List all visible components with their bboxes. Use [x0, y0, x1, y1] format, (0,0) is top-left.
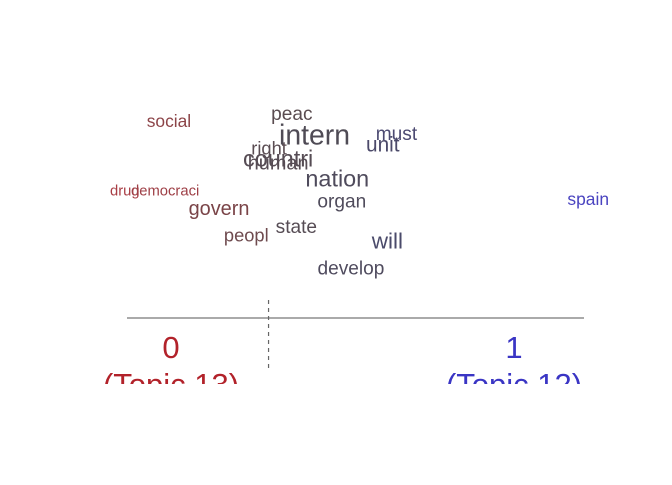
- axis-sublabel-0: (Topic 13): [103, 367, 239, 402]
- word-label-peopl: peopl: [224, 225, 269, 246]
- word-label-state: state: [276, 217, 317, 238]
- word-label-intern: intern: [279, 119, 350, 151]
- word-label-unit: unit: [366, 133, 400, 156]
- word-label-drug: drug: [110, 183, 140, 199]
- axis-label-1: 1: [505, 330, 522, 365]
- word-label-will: will: [371, 228, 403, 253]
- word-label-develop: develop: [318, 259, 385, 280]
- word-label-spain: spain: [567, 189, 609, 209]
- word-label-organ: organ: [317, 191, 366, 212]
- word-label-human: human: [248, 152, 309, 174]
- word-label-right: right: [251, 137, 287, 158]
- axis-end-labels: 0(Topic 13) 1(Topic 12): [103, 330, 582, 402]
- word-label-democraci: democraci: [131, 183, 199, 199]
- word-label-social: social: [147, 111, 191, 131]
- word-label-peac: peac: [271, 104, 313, 125]
- axis-sublabel-1: (Topic 12): [446, 367, 582, 402]
- word-label-must: must: [376, 124, 418, 145]
- word-label-govern: govern: [189, 198, 250, 220]
- axis-label-0: 0: [162, 330, 179, 365]
- word-label-countri: countri: [243, 146, 313, 172]
- word-label-nation: nation: [305, 166, 369, 192]
